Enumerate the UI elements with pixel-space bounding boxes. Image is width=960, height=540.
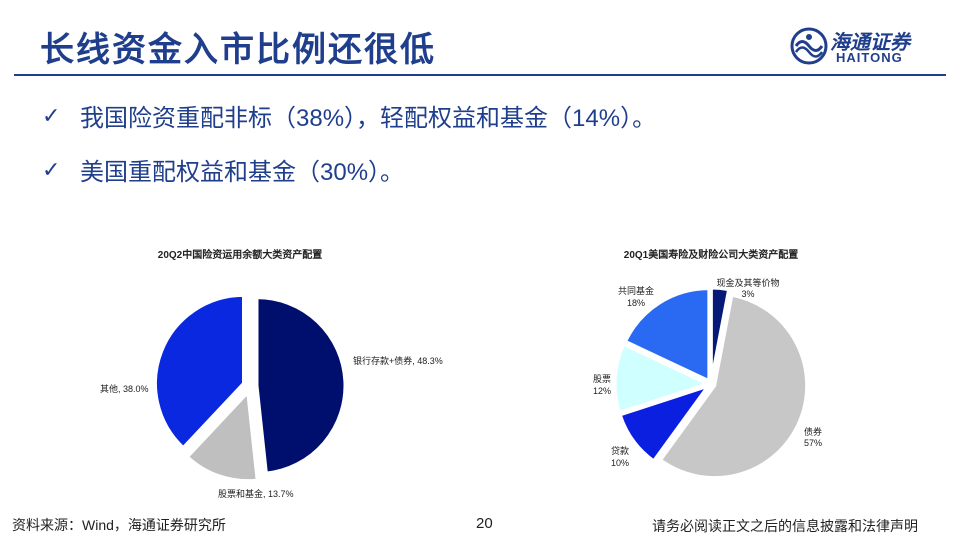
haitong-logo: 海通证券 HAITONG [790,24,940,68]
pie-slice-3 [613,342,712,415]
slice-label-bank-bonds: 银行存款+债券, 48.3% [353,355,443,366]
logo-english-name: HAITONG [836,50,903,65]
source-note: 资料来源：Wind，海通证券研究所 [12,517,226,533]
pie-slice-1 [185,389,259,483]
bullet-text: 我国险资重配非标（38%），轻配权益和基金（14%）。 [80,105,657,132]
slice-label-stocks-name: 股票 [593,374,611,384]
pie-slice-4 [623,287,711,383]
slice-label-loans-name: 贷款 [611,445,629,456]
title-divider [14,74,946,76]
pie-slice-0 [709,286,731,381]
haitong-logo-icon [790,27,828,65]
slice-label-cash-value: 3% [741,289,754,299]
pie-slices [154,293,347,483]
pie-slice-1 [658,293,809,480]
slice-label-bonds-name: 债券 [804,426,822,437]
page-number: 20 [476,515,493,532]
china-insurance-pie-chart: 20Q2中国险资运用余额大类资产配置 银行存款+债券, 48.3% 股票和基金,… [100,248,443,499]
pie-slice-2 [154,293,245,450]
slice-label-cash-name: 现金及其等价物 [716,277,779,288]
slice-label-other: 其他, 38.0% [100,383,149,394]
us-insurance-pie-chart: 20Q1美国寿险及财险公司大类资产配置 现金及其等价物 3% 债券 57% 贷款… [593,248,822,480]
pie-slices [613,286,809,480]
slice-label-loans-value: 10% [611,458,629,468]
slice-label-funds-value: 18% [627,298,645,308]
page-title: 长线资金入市比例还很低 [40,31,436,69]
disclaimer: 请务必阅读正文之后的信息披露和法律声明 [652,518,918,534]
pie-slice-0 [255,296,347,475]
slice-label-bonds-value: 57% [804,438,822,448]
check-icon: ✓ [42,156,61,182]
slice-label-stocks-value: 12% [593,386,611,396]
bullet-text: 美国重配权益和基金（30%）。 [80,159,405,186]
chart-title: 20Q2中国险资运用余额大类资产配置 [158,248,322,261]
chart-title: 20Q1美国寿险及财险公司大类资产配置 [624,248,798,261]
check-icon: ✓ [42,102,61,128]
logo-chinese-name: 海通证券 [830,32,910,54]
bullet-item: ✓ 美国重配权益和基金（30%）。 [42,152,404,187]
slice-label-funds-name: 共同基金 [618,285,654,296]
slice-label-stocks-funds: 股票和基金, 13.7% [218,488,294,499]
bullet-item: ✓ 我国险资重配非标（38%），轻配权益和基金（14%）。 [42,98,656,133]
pie-slice-2 [618,383,712,463]
